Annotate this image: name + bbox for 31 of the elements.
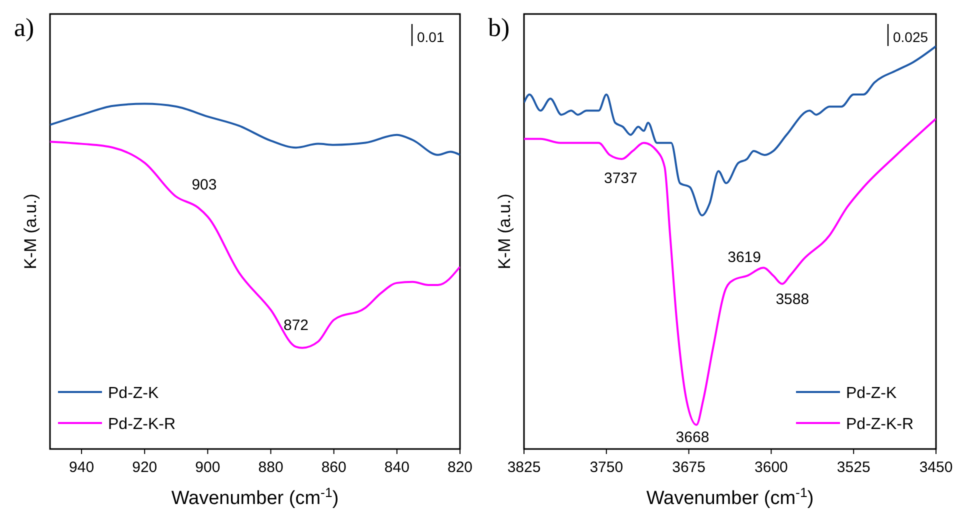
annotation: 872 [283,316,309,334]
x-tick-label: 3450 [919,459,953,476]
annotation: 3737 [604,170,638,187]
x-tick-label: 840 [384,459,410,476]
y-axis-title: K-M (a.u.) [495,194,514,270]
x-tick-label: 900 [195,459,220,476]
text: 0.01 [417,29,444,45]
x-tick-label: 920 [132,459,158,476]
x-tick-label: 3750 [590,459,624,476]
legend-label: Pd-Z-K [846,385,897,402]
legend-label: Pd-Z-K-R [846,416,914,433]
x-tick-label: 940 [69,459,94,476]
x-tick-label: 3825 [507,459,541,476]
x-tick-label: 860 [321,459,346,476]
annotation: 3668 [676,428,710,446]
x-tick-label: 880 [258,459,284,476]
x-tick-label: 3675 [672,459,706,476]
annotation: 3588 [776,290,810,308]
legend-label: Pd-Z-K [108,385,159,402]
y-axis-title: K-M (a.u.) [21,194,40,270]
x-axis-title: Wavenumber (cm$^{-1}$) [171,484,339,509]
legend-label: Pd-Z-K-R [108,416,176,433]
chart-title: b) [488,13,510,42]
x-tick-label: 3600 [754,459,788,476]
x-axis-title: Wavenumber (cm$^{-1}$) [646,484,814,509]
annotation: 903 [192,176,217,194]
text: 0.025 [893,29,928,45]
chart-title: a) [14,13,34,42]
x-tick-label: 3525 [836,459,870,476]
annotation: 3619 [728,248,762,266]
x-tick-label: 820 [447,459,473,476]
